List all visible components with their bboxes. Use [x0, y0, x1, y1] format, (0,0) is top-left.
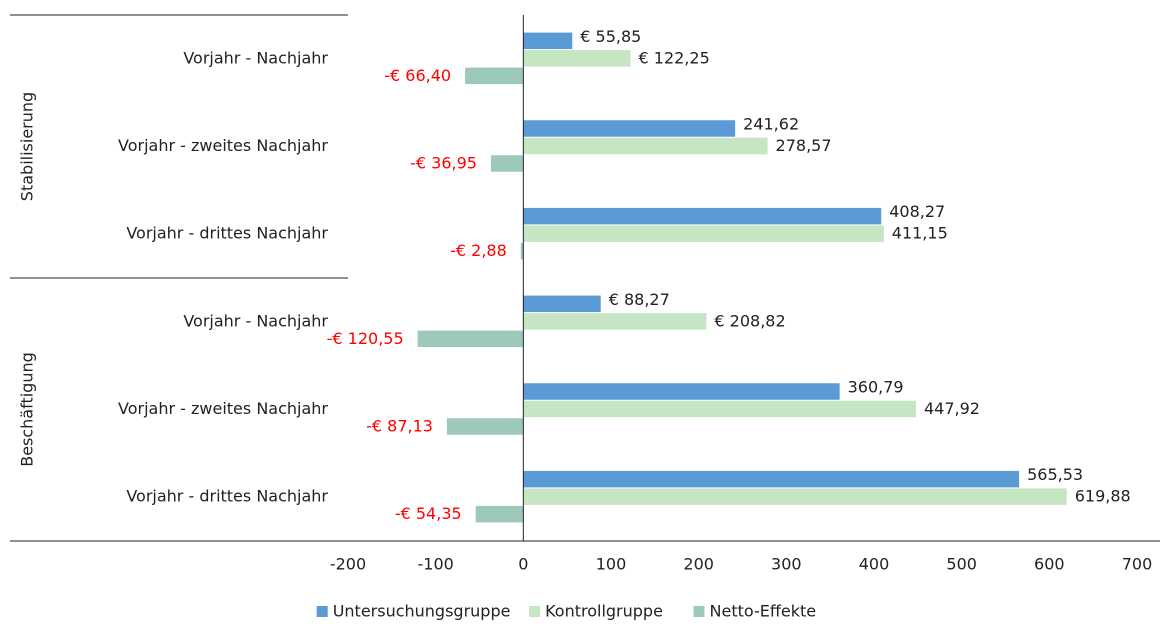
bar — [523, 400, 917, 418]
value-label: -€ 54,35 — [395, 504, 462, 523]
bar — [520, 242, 524, 260]
bar — [417, 330, 524, 348]
category-label: Vorjahr - Nachjahr — [183, 48, 328, 67]
bar — [523, 225, 884, 242]
value-label: -€ 2,88 — [450, 241, 507, 260]
bar — [523, 313, 707, 330]
bar — [523, 50, 631, 67]
value-label: -€ 36,95 — [410, 154, 477, 173]
category-label: Vorjahr - zweites Nachjahr — [118, 399, 328, 418]
x-tick-label: 300 — [771, 555, 802, 574]
bar — [523, 32, 573, 50]
value-label: -€ 87,13 — [366, 417, 433, 436]
legend-label: Untersuchungsgruppe — [333, 602, 511, 621]
legend-swatch — [316, 606, 328, 617]
value-label: € 122,25 — [639, 48, 710, 67]
bar — [523, 137, 768, 155]
value-label: 241,62 — [743, 115, 799, 134]
category-label: Vorjahr - drittes Nachjahr — [126, 224, 328, 243]
x-tick-label: -200 — [330, 555, 366, 574]
bar — [475, 505, 524, 523]
bar — [523, 120, 736, 137]
x-tick-label: 400 — [859, 555, 890, 574]
value-label: € 88,27 — [609, 290, 670, 309]
bar — [523, 383, 840, 400]
value-label: -€ 120,55 — [327, 329, 404, 348]
bar — [523, 295, 601, 313]
bar — [465, 67, 524, 85]
legend-swatch — [529, 606, 541, 617]
group-label: Stabilisierung — [18, 92, 37, 201]
x-tick-label: 700 — [1122, 555, 1153, 574]
bar — [446, 418, 524, 435]
bar — [490, 155, 524, 172]
x-tick-label: 0 — [518, 555, 528, 574]
category-label: Vorjahr - drittes Nachjahr — [126, 487, 328, 506]
category-label: Vorjahr - zweites Nachjahr — [118, 136, 328, 155]
value-label: 408,27 — [889, 202, 945, 221]
value-label: -€ 66,40 — [384, 66, 451, 85]
bar — [523, 207, 882, 225]
value-label: 360,79 — [848, 378, 904, 397]
category-label: Vorjahr - Nachjahr — [183, 311, 328, 330]
x-tick-label: 100 — [596, 555, 627, 574]
bar — [523, 488, 1067, 505]
group-label: Beschäftigung — [18, 352, 37, 467]
x-tick-label: 200 — [683, 555, 714, 574]
value-label: 565,53 — [1027, 465, 1083, 484]
x-tick-label: 600 — [1034, 555, 1065, 574]
value-label: 278,57 — [776, 136, 832, 155]
legend-label: Kontrollgruppe — [545, 602, 663, 621]
value-label: € 55,85 — [580, 27, 641, 46]
legend-label: Netto-Effekte — [710, 602, 817, 621]
x-tick-label: 500 — [946, 555, 977, 574]
bar — [523, 470, 1020, 488]
legend-swatch — [693, 606, 705, 617]
value-label: € 208,82 — [714, 311, 785, 330]
x-tick-label: -100 — [418, 555, 454, 574]
value-label: 411,15 — [892, 224, 948, 243]
value-label: 619,88 — [1075, 487, 1131, 506]
value-label: 447,92 — [924, 399, 980, 418]
